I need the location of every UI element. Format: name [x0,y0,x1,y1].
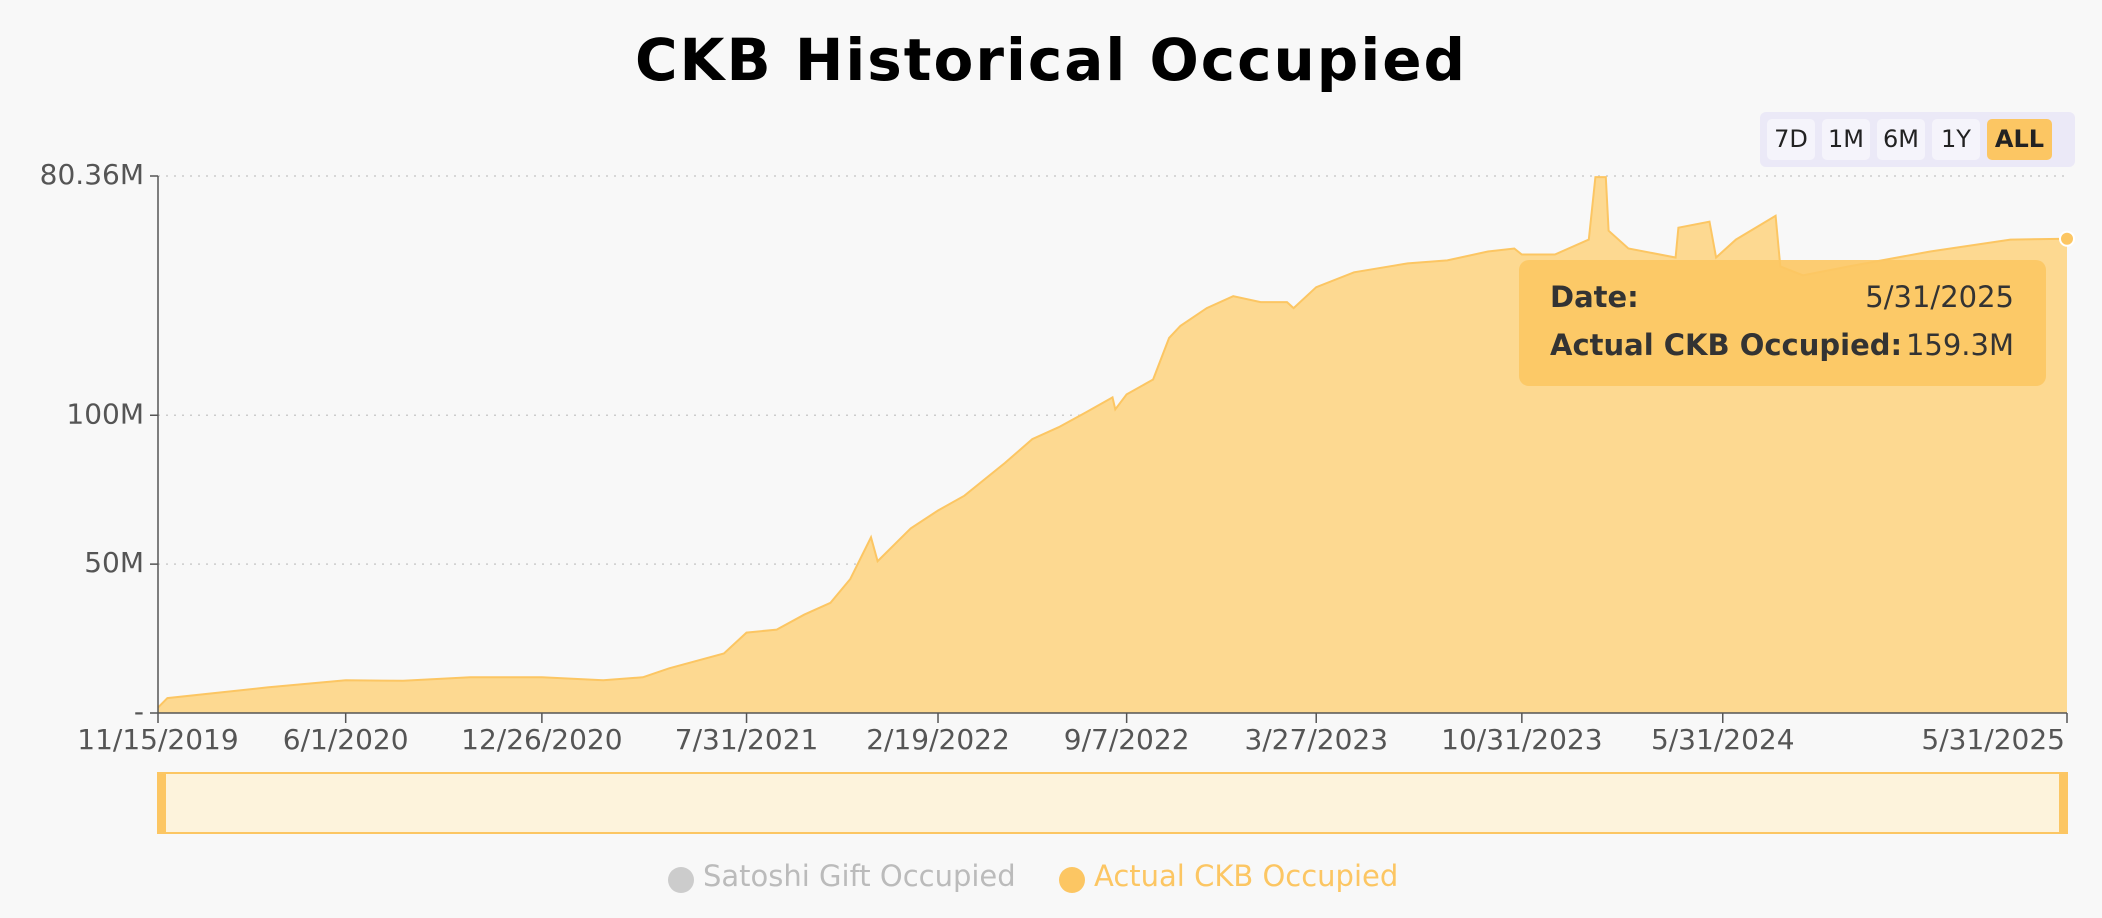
tooltip-value-label: Actual CKB Occupied: [1550,328,1902,362]
x-tick-label: 11/15/2019 [77,723,238,756]
x-tick-label: 5/31/2025 [1921,723,2065,756]
y-tick-label: - [134,695,144,728]
tooltip-value: 159.3M [1906,328,2014,362]
x-tick-label: 12/26/2020 [461,723,622,756]
x-tick-label: 5/31/2024 [1651,723,1795,756]
tooltip-date: 5/31/2025 [1865,280,2014,314]
legend-label[interactable]: Satoshi Gift Occupied [703,859,1016,893]
range-button[interactable] [1877,119,1925,160]
range-button[interactable] [1987,119,2052,160]
y-tick-label: 100M [66,397,144,430]
range-button-label[interactable]: 1M [1828,125,1864,153]
y-tick-label: 80.36M [40,158,144,191]
line [157,176,2068,709]
range-button[interactable] [1822,119,1870,160]
slider-handle[interactable] [2059,773,2068,833]
area [158,177,2067,714]
zoom-slider[interactable] [157,772,2068,834]
x-tick-label: 7/31/2021 [675,723,819,756]
range-button[interactable] [1932,119,1980,160]
x-tick-label: 9/7/2022 [1064,723,1190,756]
x-tick-label: 3/27/2023 [1244,723,1388,756]
legend-label[interactable]: Actual CKB Occupied [1094,859,1398,893]
y-tick-label: 50M [84,546,144,579]
legend-marker[interactable] [668,867,694,893]
x-tick-label: 10/31/2023 [1441,723,1602,756]
x-tick-label: 2/19/2022 [866,723,1010,756]
hover-point [2059,230,2075,247]
range-button-label[interactable]: ALL [1995,125,2044,153]
range-button-label[interactable]: 1Y [1941,125,1971,153]
range-button-label[interactable]: 7D [1774,125,1808,153]
range-button-label[interactable]: 6M [1883,125,1919,153]
legend-marker[interactable] [1059,867,1085,893]
slider-handle[interactable] [157,773,166,833]
chart-title: CKB Historical Occupied [635,26,1467,94]
tooltip-date-label: Date: [1550,280,1639,314]
x-tick-label: 6/1/2020 [283,723,409,756]
range-button[interactable] [1767,119,1815,160]
tooltip [1519,260,2046,386]
